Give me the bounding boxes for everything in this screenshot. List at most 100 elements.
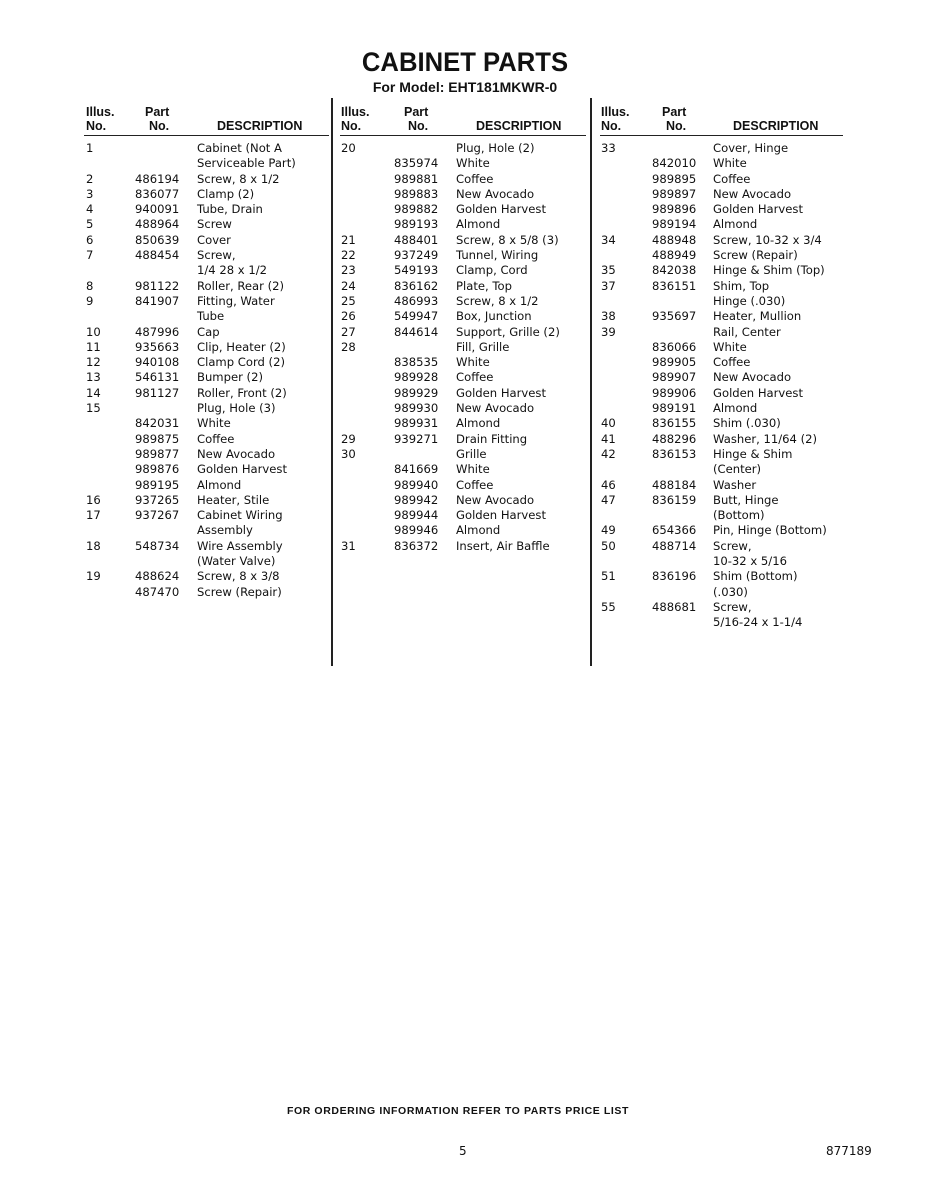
table-row: 38 935697 Heater, Mullion (600, 309, 843, 324)
illus-no: 8 (86, 278, 94, 293)
table-row: 487470 Screw (Repair) (84, 585, 329, 600)
description: Screw, 10-32 x 3/4 (713, 232, 822, 247)
part-no: 989195 (135, 477, 180, 492)
header-label: DESCRIPTION (733, 119, 819, 133)
description: Screw, (197, 248, 236, 263)
part-no: 935663 (135, 339, 180, 354)
illus-no: 51 (601, 569, 616, 584)
table-row: 28 Fill, Grille (340, 340, 586, 355)
part-no: 488454 (135, 248, 180, 263)
part-no: 488714 (652, 538, 697, 553)
illus-no: 23 (341, 263, 356, 278)
description: Plug, Hole (2) (456, 141, 535, 155)
illus-no: 13 (86, 370, 101, 385)
table-row: Hinge (.030) (600, 294, 843, 309)
description: Screw (Repair) (197, 584, 282, 599)
part-no: 488681 (652, 599, 697, 614)
table-row: 838535 White (340, 355, 586, 370)
description: Golden Harvest (713, 202, 803, 217)
table-row: 989877 New Avocado (84, 447, 329, 462)
description: Heater, Mullion (713, 309, 802, 324)
description: Pin, Hinge (Bottom) (713, 523, 827, 538)
document-code: 877189 (826, 1144, 872, 1158)
illus-no: 4 (86, 202, 94, 217)
table-row: 10-32 x 5/16 (600, 554, 843, 569)
illus-no: 42 (601, 446, 616, 461)
description: Support, Grille (2) (456, 324, 560, 339)
table-row: 35 842038 Hinge & Shim (Top) (600, 263, 843, 278)
illus-no: 10 (86, 324, 101, 339)
illus-no: 37 (601, 278, 616, 293)
part-no: 989929 (394, 385, 439, 400)
description: White (456, 462, 490, 477)
table-row: 24 836162 Plate, Top (340, 279, 586, 294)
illus-no: 47 (601, 492, 616, 507)
table-row: 989930 New Avocado (340, 401, 586, 416)
table-row: 23 549193 Clamp, Cord (340, 263, 586, 278)
part-no: 939271 (394, 431, 439, 446)
table-row: 989895 Coffee (600, 172, 843, 187)
table-row: 835974 White (340, 156, 586, 171)
header-label: Part (404, 105, 429, 119)
table-row: 989906 Golden Harvest (600, 386, 843, 401)
table-row: Assembly (84, 523, 329, 538)
part-no: 488296 (652, 431, 697, 446)
part-no: 654366 (652, 523, 697, 538)
table-row: 41 488296 Washer, 11/64 (2) (600, 432, 843, 447)
part-no: 989875 (135, 431, 180, 446)
table-row: 26 549947 Box, Junction (340, 309, 586, 324)
part-no: 989883 (394, 186, 439, 201)
description: Hinge & Shim (Top) (713, 263, 825, 278)
description: Drain Fitting (456, 431, 528, 446)
illus-no: 14 (86, 385, 101, 400)
description: New Avocado (456, 186, 535, 201)
description: Shim (.030) (713, 416, 781, 431)
description: Coffee (197, 431, 235, 446)
table-row: 2 486194 Screw, 8 x 1/2 (84, 172, 329, 187)
part-no: 989906 (652, 385, 697, 400)
table-row: 20 Plug, Hole (2) (340, 141, 586, 156)
part-no: 548734 (135, 538, 180, 553)
parts-column-1: Illus. No. Part No. DESCRIPTION 1 Cabinet (Not… (84, 103, 329, 600)
table-row: 46 488184 Washer (600, 478, 843, 493)
description: Tube (197, 309, 225, 324)
description: Assembly (197, 523, 253, 538)
part-no: 940091 (135, 202, 180, 217)
illus-no: 34 (601, 232, 616, 247)
description: Insert, Air Baffle (456, 538, 550, 553)
description: White (713, 156, 747, 171)
part-no: 836066 (652, 339, 697, 354)
illus-no: 49 (601, 523, 616, 538)
table-row: 55 488681 Screw, (600, 600, 843, 615)
description: Tunnel, Wiring (456, 248, 539, 263)
illus-no: 30 (341, 446, 356, 461)
part-no: 836077 (135, 186, 180, 201)
table-row: 12 940108 Clamp Cord (2) (84, 355, 329, 370)
header-label: Part (145, 105, 170, 119)
description: 1/4 28 x 1/2 (197, 263, 267, 278)
table-row: (Water Valve) (84, 554, 329, 569)
header-label: Illus. (86, 105, 115, 119)
column-divider (331, 98, 333, 666)
table-row: 989876 Golden Harvest (84, 462, 329, 477)
table-row: 5 488964 Screw (84, 217, 329, 232)
description: Hinge & Shim (713, 446, 793, 461)
table-row: 16 937265 Heater, Stile (84, 493, 329, 508)
part-no: 989193 (394, 217, 439, 232)
part-no: 989881 (394, 171, 439, 186)
description: Tube, Drain (197, 202, 263, 217)
header-label: No. (86, 119, 107, 133)
part-no: 836159 (652, 492, 697, 507)
description: Almond (197, 477, 242, 492)
description: White (456, 156, 490, 171)
part-no: 989897 (652, 186, 697, 201)
table-row: 989907 New Avocado (600, 370, 843, 385)
illus-no: 1 (86, 141, 94, 155)
part-no: 935697 (652, 309, 697, 324)
part-no: 989944 (394, 508, 439, 523)
table-row: 989940 Coffee (340, 478, 586, 493)
part-no: 486993 (394, 293, 439, 308)
table-row: 842031 White (84, 416, 329, 431)
table-row: 989929 Golden Harvest (340, 386, 586, 401)
table-row: 15 Plug, Hole (3) (84, 401, 329, 416)
